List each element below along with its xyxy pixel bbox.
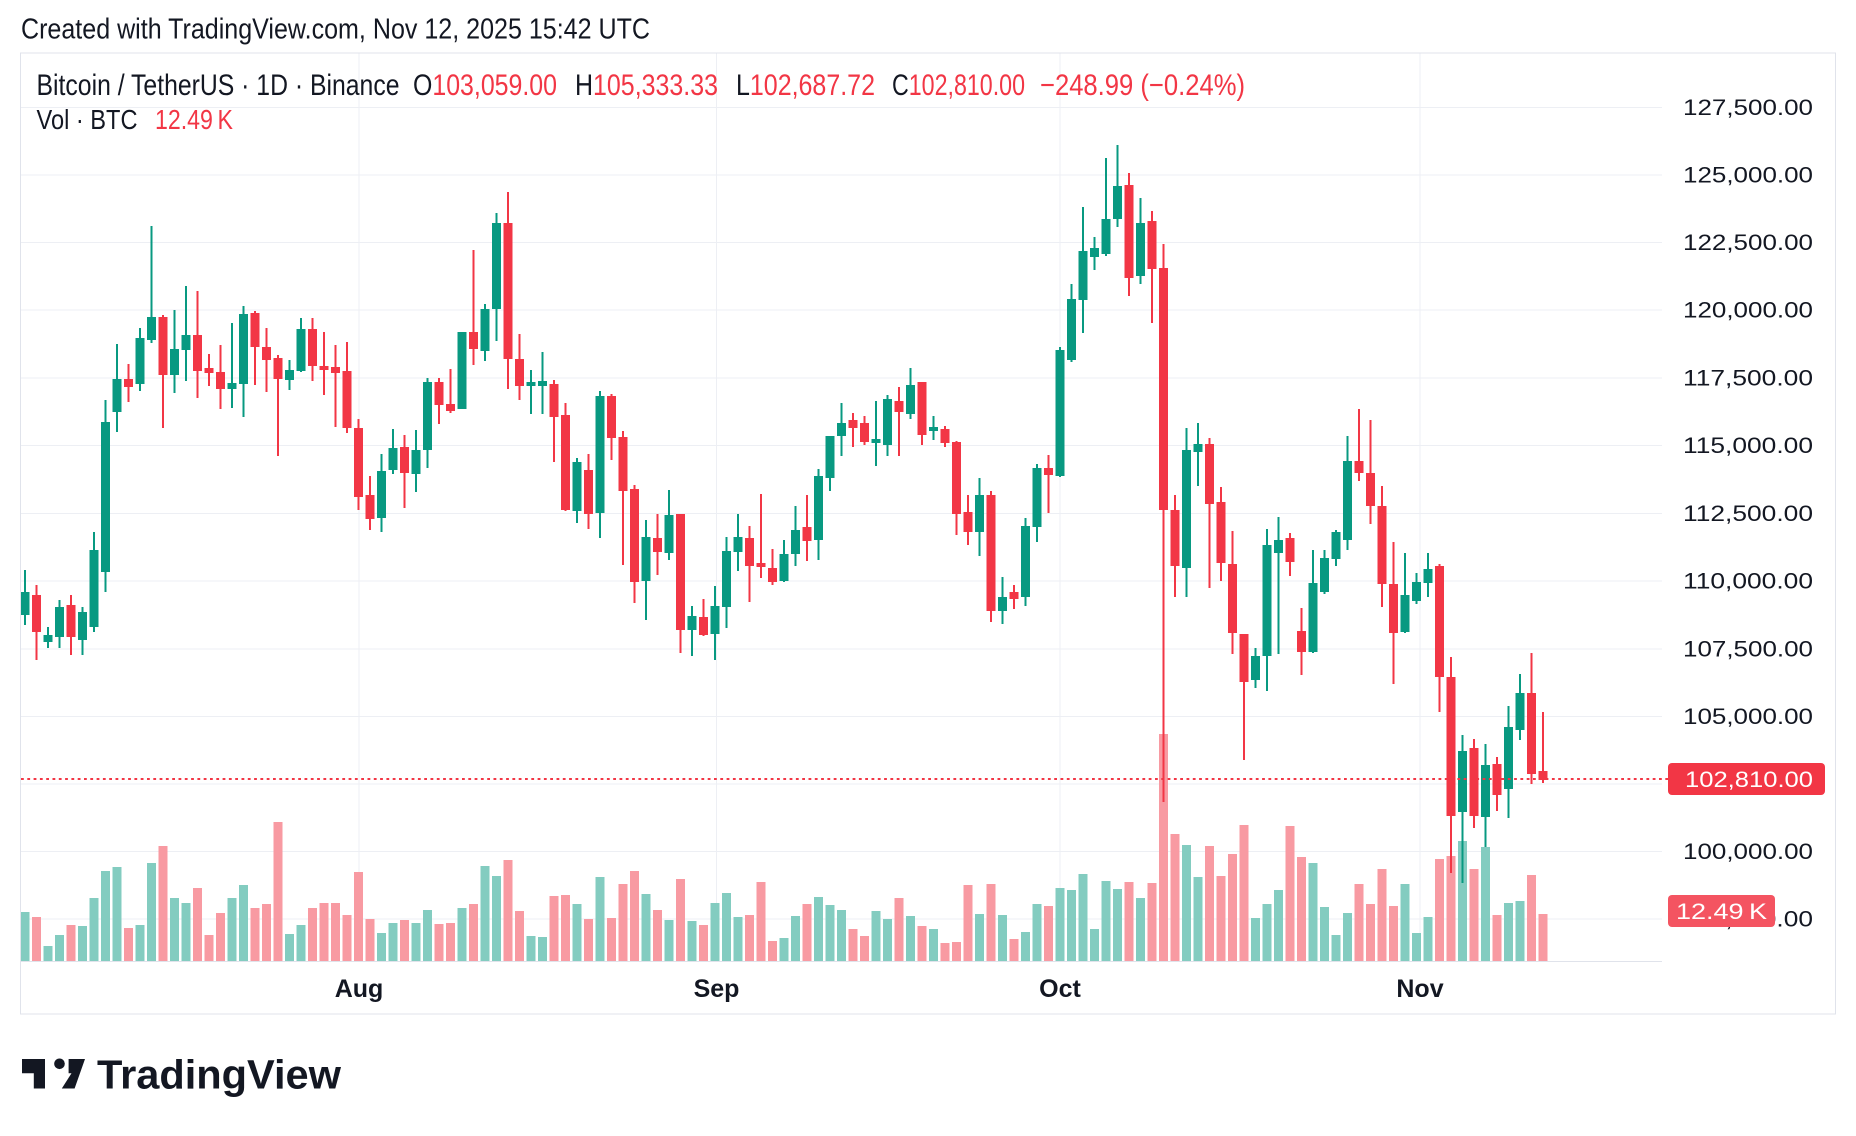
svg-text:105,000.00: 105,000.00	[1683, 704, 1813, 729]
svg-text:125,000.00: 125,000.00	[1683, 163, 1813, 188]
svg-text:122,500.00: 122,500.00	[1683, 230, 1813, 255]
svg-text:TradingView: TradingView	[97, 1052, 341, 1098]
svg-text:12.49 K: 12.49 K	[1676, 899, 1767, 924]
svg-text:100,000.00: 100,000.00	[1683, 839, 1813, 864]
svg-text:Aug: Aug	[335, 975, 384, 1003]
svg-text:115,000.00: 115,000.00	[1683, 433, 1813, 458]
svg-text:Sep: Sep	[694, 975, 740, 1003]
svg-text:110,000.00: 110,000.00	[1683, 569, 1813, 594]
svg-text:H105,333.33: H105,333.33	[575, 69, 718, 102]
svg-text:−248.99 (−0.24%): −248.99 (−0.24%)	[1040, 69, 1245, 102]
svg-text:107,500.00: 107,500.00	[1683, 637, 1813, 662]
svg-text:O103,059.00: O103,059.00	[413, 69, 557, 102]
svg-text:102,810.00: 102,810.00	[1685, 767, 1813, 792]
svg-text:L102,687.72: L102,687.72	[736, 69, 875, 102]
svg-text:120,000.00: 120,000.00	[1683, 298, 1813, 323]
svg-text:12.49 K: 12.49 K	[155, 104, 233, 135]
svg-text:Nov: Nov	[1396, 975, 1443, 1003]
svg-text:127,500.00: 127,500.00	[1683, 95, 1813, 120]
svg-text:112,500.00: 112,500.00	[1683, 501, 1813, 526]
svg-text:Vol · BTC: Vol · BTC	[37, 104, 138, 135]
svg-text:117,500.00: 117,500.00	[1683, 366, 1813, 391]
svg-text:Bitcoin / TetherUS · 1D · Bina: Bitcoin / TetherUS · 1D · Binance	[37, 69, 400, 102]
svg-text:Created with TradingView.com,: Created with TradingView.com, Nov 12, 20…	[21, 14, 650, 46]
svg-text:C102,810.00: C102,810.00	[892, 69, 1025, 102]
svg-text:Oct: Oct	[1039, 975, 1081, 1003]
